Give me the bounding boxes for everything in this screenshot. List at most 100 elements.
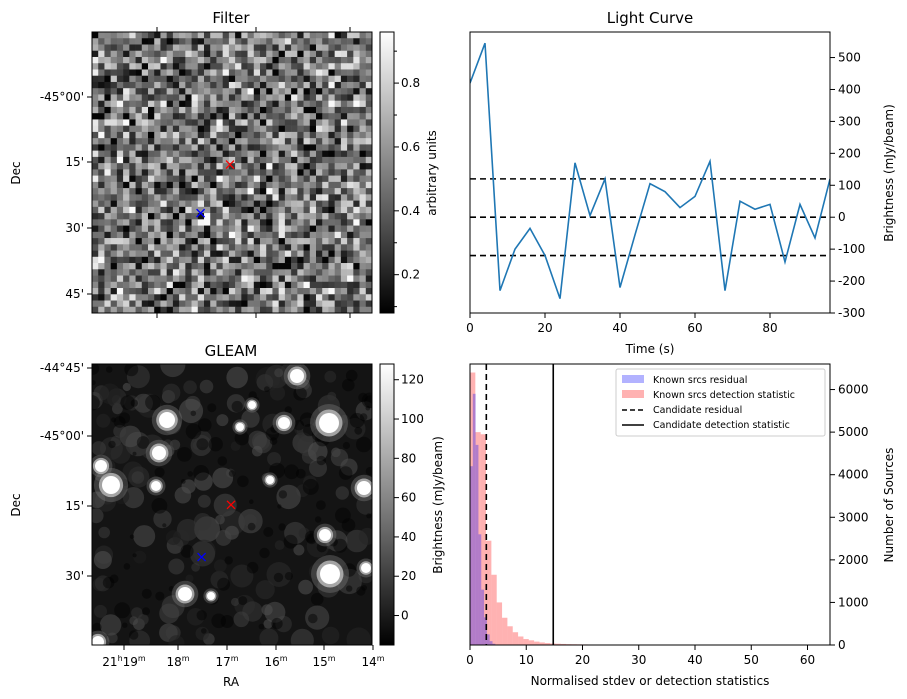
filter-pixel <box>266 138 273 145</box>
filter-pixel <box>266 188 273 195</box>
filter-pixel <box>278 32 286 39</box>
filter-pixel <box>316 163 323 170</box>
gleam-dark-patch <box>365 467 372 476</box>
filter-pixel <box>222 288 230 295</box>
filter-pixel <box>284 231 292 239</box>
filter-pixel <box>303 119 311 126</box>
filter-pixel <box>334 225 342 233</box>
filter-pixel <box>322 188 329 195</box>
filter-pixel <box>154 125 161 133</box>
filter-pixel <box>353 94 360 101</box>
filter-pixel <box>241 206 248 214</box>
filter-pixel <box>148 125 155 133</box>
filter-pixel <box>253 200 261 208</box>
histogram-bar <box>523 639 529 645</box>
filter-pixel <box>104 256 111 264</box>
filter-pixel <box>166 144 174 151</box>
filter-pixel <box>365 75 373 83</box>
filter-pixel <box>179 219 186 226</box>
filter-pixel <box>322 238 329 245</box>
filter-pixel <box>322 194 329 201</box>
filter-pixel <box>272 188 279 195</box>
filter-pixel <box>228 263 236 270</box>
filter-pixel <box>334 219 342 226</box>
filter-pixel <box>359 188 367 195</box>
filter-pixel <box>204 50 211 58</box>
filter-pixel <box>185 306 192 314</box>
filter-pixel <box>179 150 186 158</box>
filter-pixel <box>166 294 174 301</box>
filter-pixel <box>154 175 161 183</box>
filter-pixel <box>216 156 223 164</box>
filter-pixel <box>266 88 273 95</box>
filter-pixel <box>322 138 329 145</box>
filter-pixel <box>179 225 186 233</box>
filter-pixel <box>148 213 155 220</box>
filter-pixel <box>160 50 167 58</box>
filter-pixel <box>141 263 149 270</box>
filter-pixel <box>116 32 124 39</box>
filter-pixel <box>160 244 167 251</box>
filter-pixel <box>247 32 255 39</box>
gleam-point-source <box>236 423 244 431</box>
filter-pixel <box>266 106 273 114</box>
gleam-diffuse-emission <box>335 486 349 500</box>
filter-pixel <box>104 94 111 101</box>
filter-pixel <box>309 238 317 245</box>
filter-pixel <box>92 81 99 89</box>
gleam-diffuse-emission <box>110 435 122 447</box>
gleam-dark-patch <box>356 586 366 596</box>
filter-pixel <box>154 206 161 214</box>
filter-pixel <box>166 63 174 70</box>
filter-pixel <box>347 188 354 195</box>
filter-pixel <box>141 88 149 95</box>
filter-pixel <box>260 275 267 283</box>
filter-pixel <box>123 225 130 233</box>
gleam-dark-patch <box>208 437 223 452</box>
filter-pixel <box>241 69 248 77</box>
filter-pixel <box>353 275 360 283</box>
filter-pixel <box>160 156 167 164</box>
filter-pixel <box>135 88 143 95</box>
filter-pixel <box>210 144 217 151</box>
filter-pixel <box>316 63 323 70</box>
filter-pixel <box>172 106 180 114</box>
filter-pixel <box>110 75 118 83</box>
filter-pixel <box>148 106 155 114</box>
gleam-diffuse-emission <box>233 611 250 628</box>
filter-pixel <box>222 213 230 220</box>
light-curve-y-tick-label: -200 <box>838 274 865 288</box>
filter-pixel <box>359 175 367 183</box>
filter-pixel <box>253 256 261 264</box>
filter-pixel <box>179 206 186 214</box>
gleam-diffuse-emission <box>92 508 104 524</box>
filter-pixel <box>328 144 335 151</box>
filter-pixel <box>316 181 323 189</box>
histogram-bar <box>496 602 503 645</box>
filter-pixel <box>328 50 335 58</box>
filter-pixel <box>179 163 186 170</box>
filter-pixel <box>166 94 174 101</box>
filter-pixel <box>353 75 360 83</box>
filter-pixel <box>359 75 367 83</box>
filter-pixel <box>347 113 354 120</box>
filter-pixel <box>110 63 118 70</box>
filter-pixel <box>135 231 143 239</box>
filter-pixel <box>172 100 180 108</box>
filter-pixel <box>92 275 99 283</box>
filter-pixel <box>129 269 136 276</box>
filter-pixel <box>365 300 373 308</box>
filter-pixel <box>141 188 149 195</box>
filter-pixel <box>204 188 211 195</box>
filter-pixel <box>235 206 242 214</box>
filter-pixel <box>228 56 236 64</box>
filter-pixel <box>148 194 155 201</box>
filter-pixel <box>260 288 267 295</box>
filter-pixel <box>253 219 261 226</box>
gleam-diffuse-emission <box>197 494 211 508</box>
filter-pixel <box>129 219 136 226</box>
filter-pixel <box>309 181 317 189</box>
filter-pixel <box>129 50 136 58</box>
filter-y-label: Dec <box>9 161 23 184</box>
filter-pixel <box>110 244 118 251</box>
